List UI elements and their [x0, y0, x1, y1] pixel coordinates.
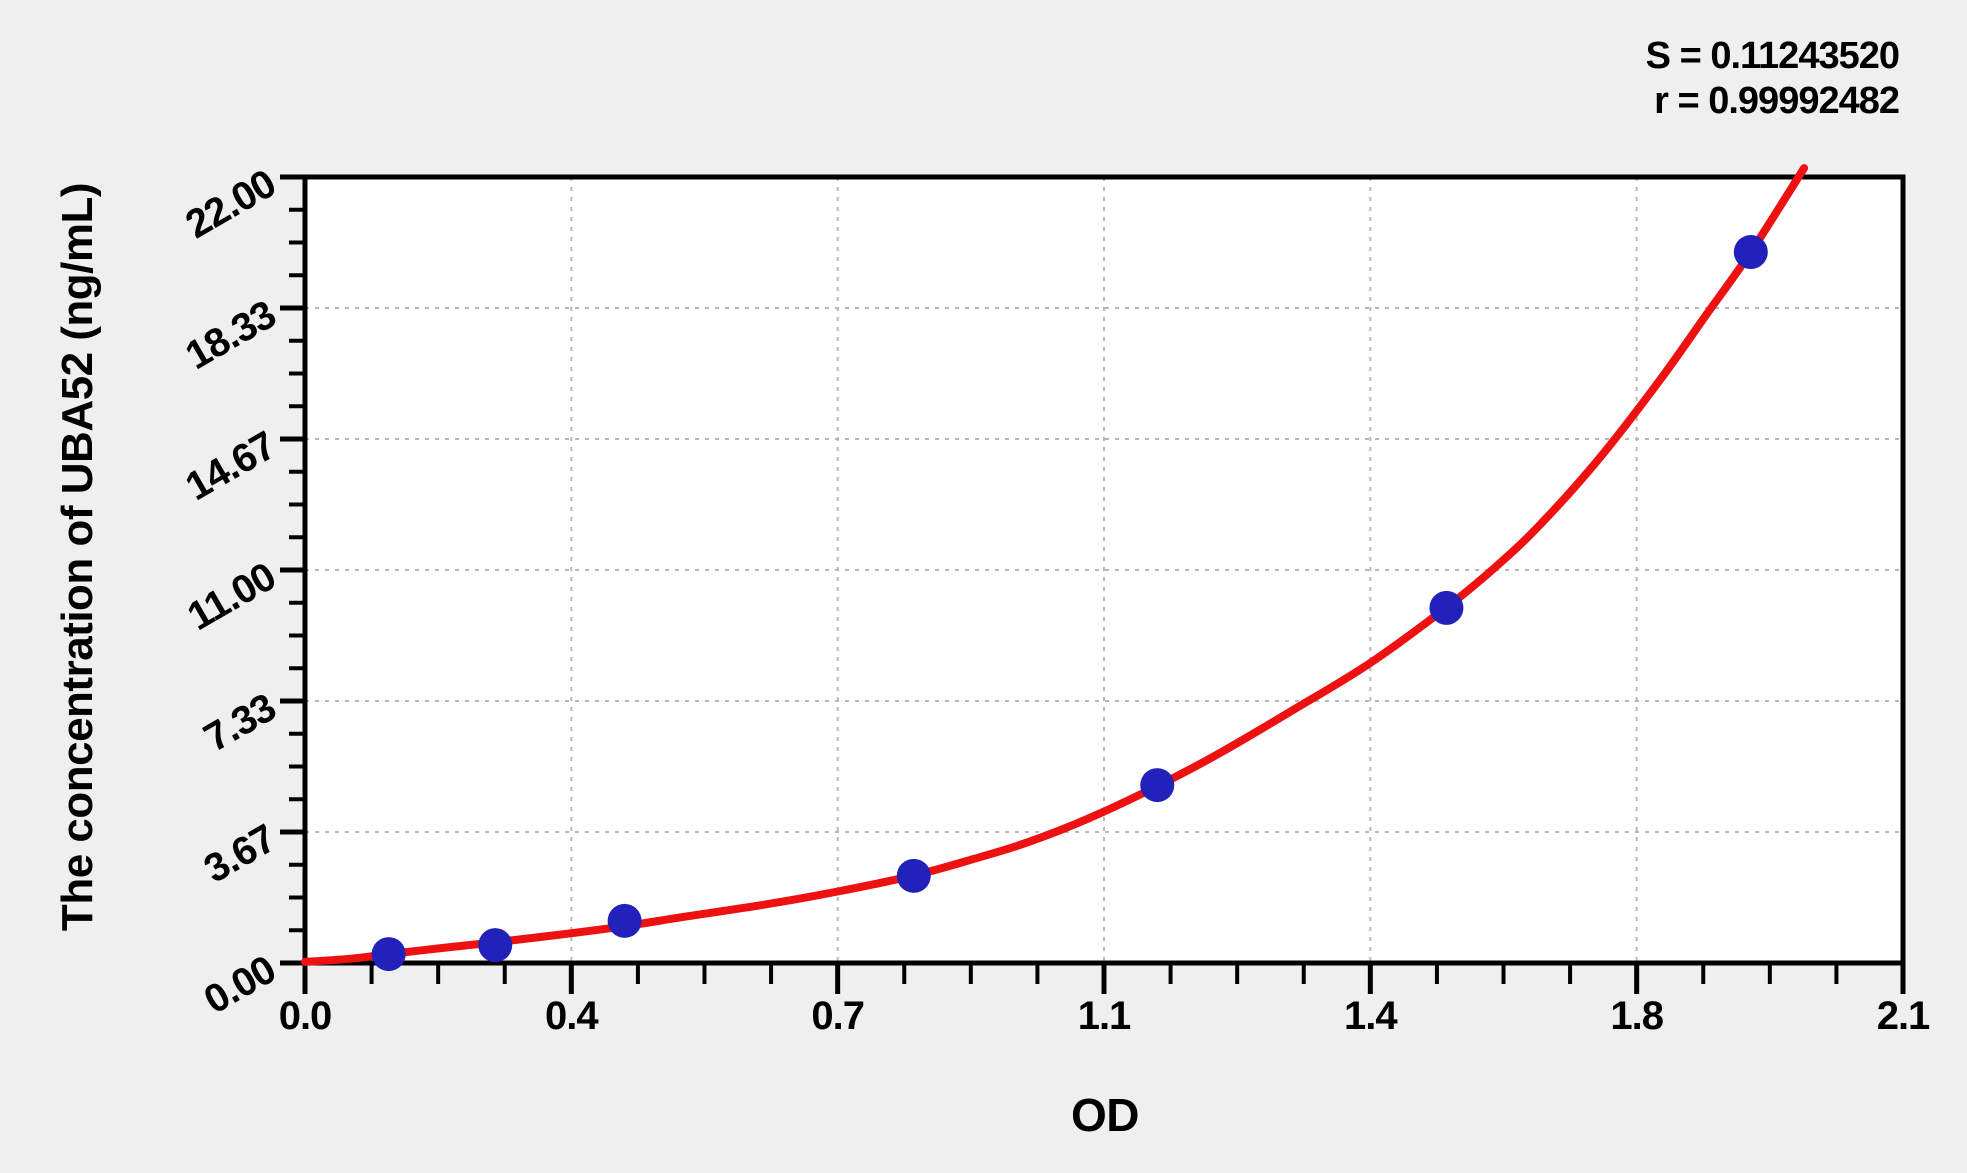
- stat-r-value: r = 0.99992482: [1654, 80, 1900, 122]
- data-point: [371, 937, 406, 972]
- data-point: [1429, 590, 1464, 625]
- x-tick-label: 0.4: [545, 994, 599, 1038]
- fit-curve-line: [301, 164, 1809, 966]
- x-tick-label: 1.4: [1344, 994, 1398, 1038]
- fit-statistics: S = 0.11243520 r = 0.99992482: [1645, 34, 1900, 124]
- data-point: [1140, 768, 1175, 803]
- x-tick-label: 1.8: [1610, 994, 1664, 1038]
- stat-s-value: S = 0.11243520: [1645, 35, 1900, 77]
- data-point: [896, 858, 931, 893]
- x-tick-label: 0.0: [278, 994, 333, 1038]
- data-point: [607, 903, 642, 938]
- data-point: [478, 928, 513, 963]
- x-tick-label: 0.7: [811, 994, 865, 1038]
- x-axis-title: OD: [1071, 1089, 1140, 1141]
- x-tick-label: 2.1: [1876, 994, 1931, 1038]
- data-point: [1733, 235, 1768, 270]
- plot-frame: [302, 174, 1906, 966]
- x-tick-label: 1.1: [1077, 994, 1132, 1038]
